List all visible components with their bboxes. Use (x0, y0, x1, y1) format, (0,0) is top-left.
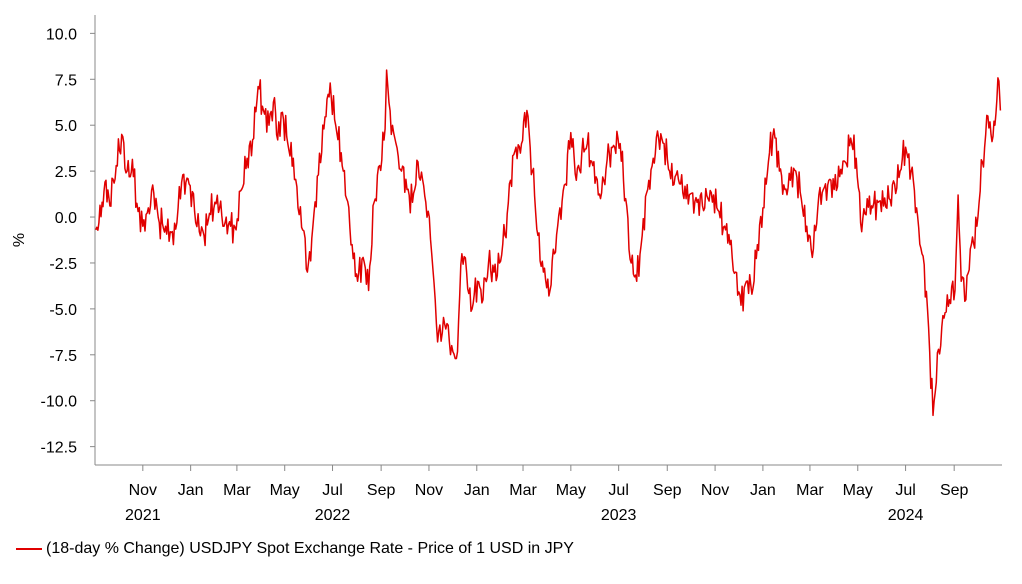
y-tick-label: -5.0 (49, 302, 77, 319)
y-axis: 10.0 7.5 5.0 2.5 0.0 -2.5 -5.0 -7.5 -10.0 -12.5 (41, 15, 96, 465)
y-tick-label: 5.0 (55, 118, 77, 135)
x-tick-label: Jul (608, 482, 628, 499)
x-year-label: 2021 (125, 507, 161, 524)
x-year-label: 2022 (315, 507, 351, 524)
x-tick-label: Sep (940, 482, 969, 499)
x-tick-label: Sep (367, 482, 396, 499)
x-year-label: 2023 (601, 507, 637, 524)
y-tick-label: -12.5 (41, 440, 78, 457)
y-tick-label: -7.5 (49, 348, 77, 365)
y-tick-label: -10.0 (41, 394, 78, 411)
series-layer (95, 69, 1002, 417)
y-axis-label: % (11, 233, 28, 247)
x-axis: Nov Jan Mar May Jul Sep Nov Jan Mar May Jul Sep Nov J… (95, 464, 1002, 524)
series-line (95, 69, 1002, 417)
x-tick-label: Mar (796, 482, 824, 499)
x-tick-label: May (843, 482, 873, 499)
legend-line-swatch (16, 548, 42, 550)
x-tick-label: May (270, 482, 300, 499)
x-tick-label: Jan (750, 482, 776, 499)
y-tick-label: 2.5 (55, 164, 77, 181)
x-tick-label: Mar (223, 482, 251, 499)
x-tick-label: Nov (701, 482, 729, 499)
y-tick-label: 7.5 (55, 72, 77, 89)
y-tick-label: -2.5 (49, 256, 77, 273)
legend-label: (18-day % Change) USDJPY Spot Exchange R… (46, 540, 574, 557)
x-tick-label: Nov (415, 482, 443, 499)
y-tick-label: 0.0 (55, 210, 77, 227)
y-tick-label: 10.0 (46, 26, 77, 43)
x-tick-label: Jul (322, 482, 342, 499)
x-tick-label: Mar (509, 482, 537, 499)
legend: (18-day % Change) USDJPY Spot Exchange R… (16, 540, 574, 558)
x-tick-label: May (556, 482, 586, 499)
x-tick-label: Sep (653, 482, 682, 499)
x-tick-label: Jan (178, 482, 204, 499)
x-tick-label: Jul (895, 482, 915, 499)
x-tick-label: Nov (129, 482, 157, 499)
x-year-label: 2024 (888, 507, 924, 524)
x-tick-label: Jan (464, 482, 490, 499)
